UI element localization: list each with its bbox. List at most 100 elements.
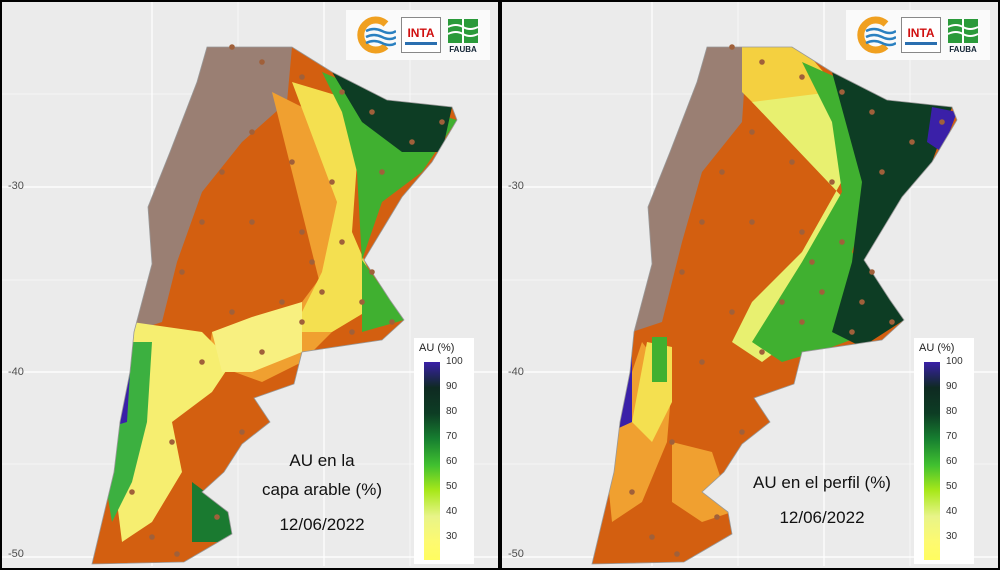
station-point	[849, 329, 855, 335]
station-point	[174, 551, 180, 557]
inta-logo: INTA	[901, 17, 941, 53]
moisture-zone	[927, 107, 957, 152]
institution-logos: INTA FAUBA	[846, 10, 990, 60]
legend-tick: 60	[946, 456, 958, 467]
legend-title: AU (%)	[419, 342, 455, 354]
legend-tick: 90	[446, 381, 458, 392]
station-point	[349, 329, 355, 335]
station-point	[199, 359, 205, 365]
color-legend: AU (%) 100 90 80 70 60 50 40 30	[914, 338, 974, 564]
station-point	[359, 299, 365, 305]
station-point	[729, 309, 735, 315]
station-point	[219, 169, 225, 175]
station-point	[829, 179, 835, 185]
inta-logo-text: INTA	[907, 25, 935, 40]
fauba-plant-icon	[447, 18, 479, 43]
station-point	[179, 269, 185, 275]
y-tick-label: -40	[8, 366, 24, 378]
legend-tick: 50	[446, 481, 458, 492]
legend-colorbar	[424, 362, 440, 560]
station-point	[869, 109, 875, 115]
caption-line: AU en la	[289, 451, 355, 470]
legend-tick: 30	[946, 531, 958, 542]
station-point	[129, 489, 135, 495]
station-point	[739, 429, 745, 435]
color-legend: AU (%) 100 90 80 70 60 50 40 30	[414, 338, 474, 564]
station-point	[629, 489, 635, 495]
moisture-zone	[332, 72, 452, 152]
station-point	[299, 319, 305, 325]
station-point	[409, 139, 415, 145]
legend-tick: 60	[446, 456, 458, 467]
station-point	[299, 229, 305, 235]
station-point	[339, 89, 345, 95]
legend-tick: 80	[946, 406, 958, 417]
station-point	[749, 219, 755, 225]
fauba-logo-text: FAUBA	[949, 44, 977, 54]
moisture-zone	[632, 47, 747, 332]
legend-tick: 80	[446, 406, 458, 417]
y-tick-label: -40	[508, 366, 524, 378]
legend-tick: 70	[446, 431, 458, 442]
moisture-zone	[110, 372, 130, 427]
station-point	[759, 59, 765, 65]
fauba-plant-icon	[947, 18, 979, 43]
station-point	[289, 159, 295, 165]
station-point	[839, 239, 845, 245]
legend-tick: 100	[446, 356, 463, 367]
y-tick-label: -30	[8, 180, 24, 192]
station-point	[649, 534, 655, 540]
moisture-zone	[832, 72, 952, 347]
map-caption: AU en la capa arable (%) 12/06/2022	[247, 446, 397, 539]
moisture-zone	[192, 482, 232, 542]
moisture-zone	[292, 82, 382, 332]
station-point	[239, 429, 245, 435]
station-point	[229, 309, 235, 315]
water-logo-icon	[857, 16, 896, 54]
station-point	[319, 289, 325, 295]
station-point	[819, 289, 825, 295]
station-point	[299, 74, 305, 80]
soil-water-map	[2, 2, 498, 566]
station-point	[329, 179, 335, 185]
station-point	[249, 129, 255, 135]
station-point	[169, 439, 175, 445]
station-point	[799, 74, 805, 80]
station-point	[279, 299, 285, 305]
station-point	[779, 299, 785, 305]
legend-tick: 40	[446, 506, 458, 517]
station-point	[799, 229, 805, 235]
country-outline	[591, 46, 958, 565]
y-tick-label: -50	[508, 548, 524, 560]
inta-logo: INTA	[401, 17, 441, 53]
station-point	[799, 319, 805, 325]
fauba-logo: FAUBA	[446, 17, 480, 54]
legend-tick: 40	[946, 506, 958, 517]
station-point	[389, 319, 395, 325]
legend-tick: 30	[446, 531, 458, 542]
country-outline	[91, 46, 458, 565]
station-point	[669, 439, 675, 445]
moisture-zone	[212, 302, 302, 372]
caption-date: 12/06/2022	[279, 515, 365, 534]
y-tick-label: -50	[8, 548, 24, 560]
water-logo-icon	[357, 16, 396, 54]
station-point	[259, 349, 265, 355]
inta-logo-text: INTA	[407, 25, 435, 40]
station-point	[379, 169, 385, 175]
map-panel-perfil: -30 -40 -50 INTA FAUBA AU (%) 100 90 80 …	[502, 2, 998, 568]
soil-water-map	[502, 2, 998, 566]
station-point	[214, 514, 220, 520]
station-point	[369, 109, 375, 115]
station-point	[859, 299, 865, 305]
legend-tick: 90	[946, 381, 958, 392]
station-point	[149, 534, 155, 540]
legend-title: AU (%)	[919, 342, 955, 354]
station-point	[939, 119, 945, 125]
station-point	[714, 514, 720, 520]
caption-line: capa arable (%)	[261, 480, 382, 499]
y-tick-label: -30	[508, 180, 524, 192]
station-point	[759, 349, 765, 355]
fauba-logo: FAUBA	[946, 17, 980, 54]
station-point	[699, 359, 705, 365]
